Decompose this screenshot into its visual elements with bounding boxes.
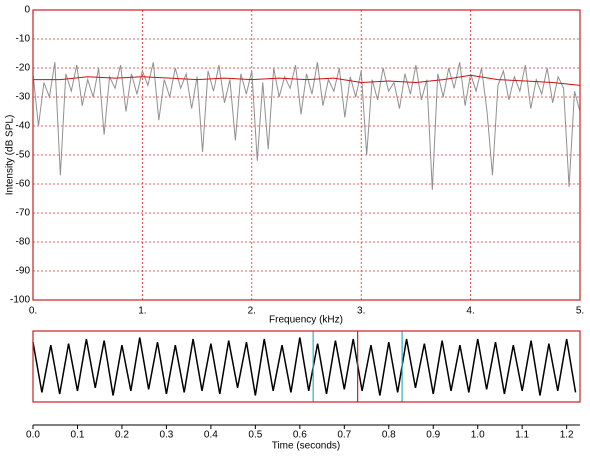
plot-frame [32,9,581,301]
y-tick-label: -50 [16,150,31,161]
x-tick-label: 0.2 [115,430,129,441]
x-axis-label: Time (seconds) [272,441,341,452]
x-tick-label: 0.1 [71,430,85,441]
y-axis-label: Intensity (dB SPL) [5,115,16,196]
y-tick-label: -40 [16,121,31,132]
x-tick-label: 0. [29,306,37,317]
y-tick-label: -100 [10,295,30,306]
y-tick-label: -90 [16,266,31,277]
y-tick-label: -10 [16,34,31,45]
x-axis-label: Frequency (kHz) [269,315,343,326]
x-tick-label: 0.4 [204,430,218,441]
x-tick-label: 1.2 [560,430,574,441]
y-tick-label: -70 [16,208,31,219]
y-tick-label: -80 [16,237,31,248]
x-tick-label: 2. [248,306,256,317]
x-tick-label: 0.8 [382,430,396,441]
x-tick-label: 1.0 [471,430,485,441]
x-tick-label: 0.3 [159,430,173,441]
x-tick-label: 0.9 [426,430,440,441]
data-line [32,62,581,190]
x-tick-label: 0.0 [26,430,40,441]
x-tick-label: 3. [357,306,365,317]
x-tick-label: 4. [466,306,474,317]
x-tick-label: 1. [138,306,146,317]
y-tick-label: -60 [16,179,31,190]
data-line [33,74,581,86]
y-tick-label: 0 [24,5,30,16]
x-tick-label: 0.6 [293,430,307,441]
data-line [32,337,577,396]
y-tick-label: -20 [16,63,31,74]
x-tick-label: 1.1 [515,430,529,441]
x-tick-label: 0.5 [248,430,262,441]
x-tick-label: 0.7 [337,430,351,441]
x-tick-label: 5. [576,306,584,317]
y-tick-label: -30 [16,92,31,103]
plot-frame [32,330,581,403]
